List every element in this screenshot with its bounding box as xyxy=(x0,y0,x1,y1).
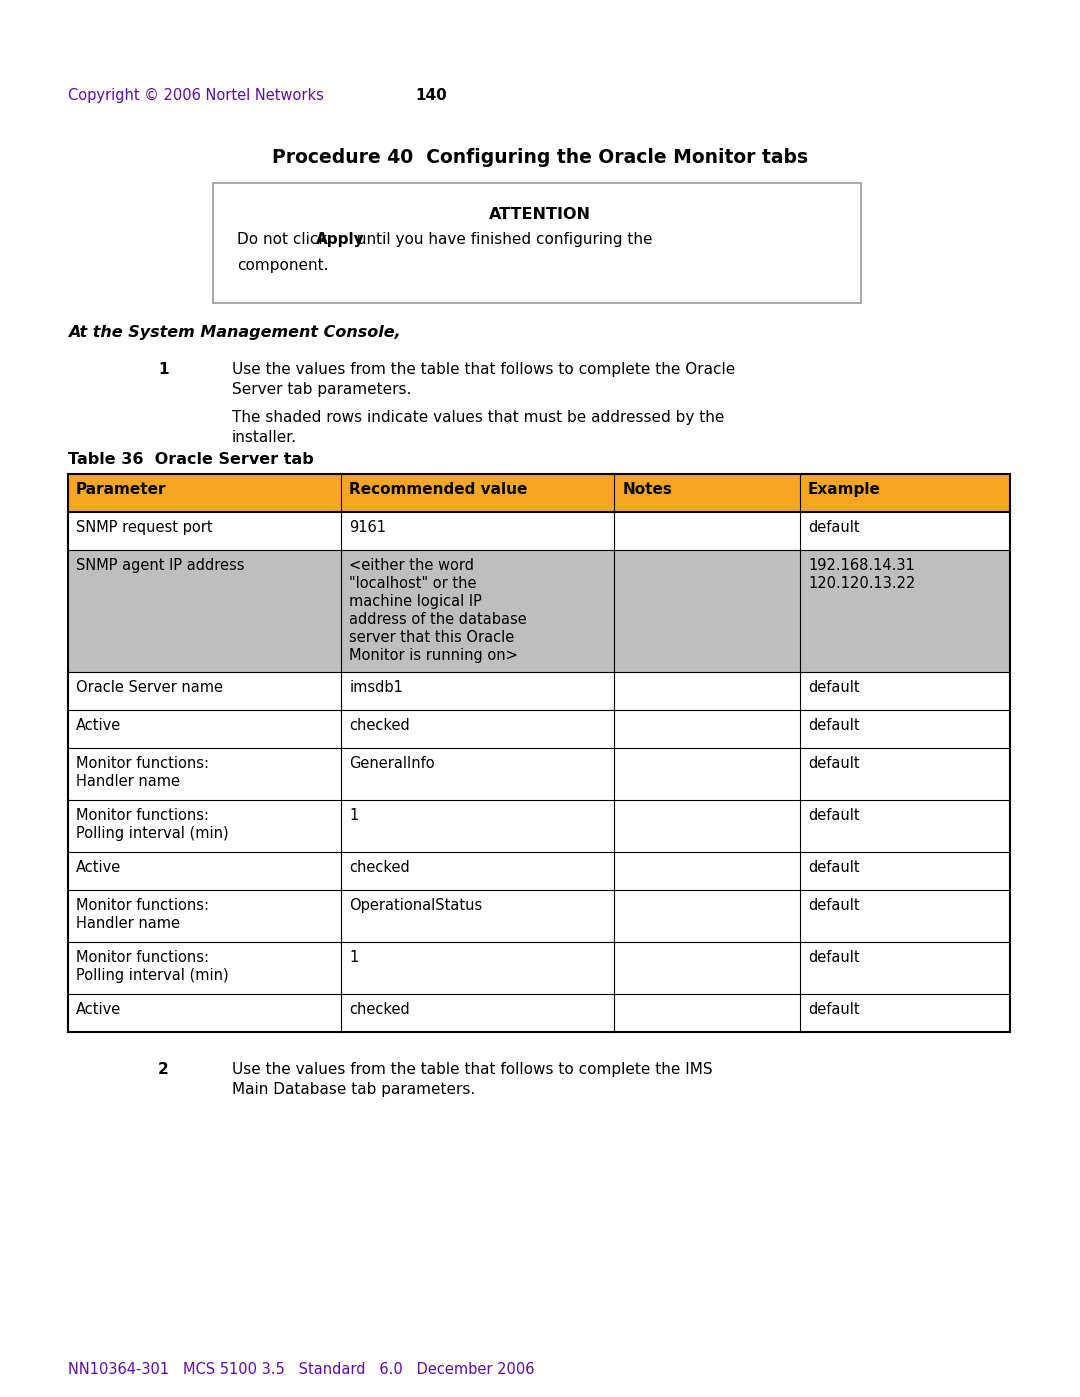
Bar xyxy=(213,183,861,303)
Text: ATTENTION: ATTENTION xyxy=(489,207,591,222)
Text: Use the values from the table that follows to complete the Oracle: Use the values from the table that follo… xyxy=(232,362,735,377)
Text: Use the values from the table that follows to complete the IMS: Use the values from the table that follo… xyxy=(232,1062,713,1077)
Bar xyxy=(68,942,1010,995)
Text: Active: Active xyxy=(76,718,121,733)
Text: component.: component. xyxy=(237,258,328,272)
Text: default: default xyxy=(808,680,860,694)
Text: installer.: installer. xyxy=(232,430,297,446)
Text: default: default xyxy=(808,950,860,965)
Text: Monitor is running on>: Monitor is running on> xyxy=(349,648,518,664)
Text: Apply: Apply xyxy=(316,232,365,247)
Text: NN10364-301   MCS 5100 3.5   Standard   6.0   December 2006: NN10364-301 MCS 5100 3.5 Standard 6.0 De… xyxy=(68,1362,535,1377)
Text: Active: Active xyxy=(76,1002,121,1017)
Text: Monitor functions:: Monitor functions: xyxy=(76,950,210,965)
Bar xyxy=(68,747,1010,800)
Text: "localhost" or the: "localhost" or the xyxy=(349,576,476,591)
Text: until you have finished configuring the: until you have finished configuring the xyxy=(352,232,652,247)
Text: 120.120.13.22: 120.120.13.22 xyxy=(808,576,916,591)
Text: default: default xyxy=(808,520,860,535)
Text: checked: checked xyxy=(349,1002,410,1017)
Bar xyxy=(68,995,1010,1032)
Text: Polling interval (min): Polling interval (min) xyxy=(76,826,229,841)
Text: SNMP agent IP address: SNMP agent IP address xyxy=(76,557,244,573)
Text: checked: checked xyxy=(349,861,410,875)
Text: SNMP request port: SNMP request port xyxy=(76,520,213,535)
Text: default: default xyxy=(808,1002,860,1017)
Text: 2: 2 xyxy=(158,1062,168,1077)
Text: Recommended value: Recommended value xyxy=(349,482,528,497)
Text: imsdb1: imsdb1 xyxy=(349,680,403,694)
Text: OperationalStatus: OperationalStatus xyxy=(349,898,483,914)
Text: Do not click: Do not click xyxy=(237,232,333,247)
Text: Example: Example xyxy=(808,482,881,497)
Text: 9161: 9161 xyxy=(349,520,387,535)
Text: Monitor functions:: Monitor functions: xyxy=(76,807,210,823)
Text: server that this Oracle: server that this Oracle xyxy=(349,630,514,645)
Bar xyxy=(68,474,1010,511)
Text: GeneralInfo: GeneralInfo xyxy=(349,756,435,771)
Text: Server tab parameters.: Server tab parameters. xyxy=(232,381,411,397)
Text: Notes: Notes xyxy=(622,482,673,497)
Text: 1: 1 xyxy=(349,807,359,823)
Text: default: default xyxy=(808,756,860,771)
Text: Parameter: Parameter xyxy=(76,482,166,497)
Text: 1: 1 xyxy=(349,950,359,965)
Text: machine logical IP: machine logical IP xyxy=(349,594,482,609)
Text: The shaded rows indicate values that must be addressed by the: The shaded rows indicate values that mus… xyxy=(232,409,725,425)
Text: At the System Management Console,: At the System Management Console, xyxy=(68,326,401,339)
Text: Table 36  Oracle Server tab: Table 36 Oracle Server tab xyxy=(68,453,314,467)
Bar xyxy=(68,852,1010,890)
Text: default: default xyxy=(808,898,860,914)
Text: Active: Active xyxy=(76,861,121,875)
Text: Oracle Server name: Oracle Server name xyxy=(76,680,222,694)
Text: Monitor functions:: Monitor functions: xyxy=(76,756,210,771)
Text: default: default xyxy=(808,861,860,875)
Text: Monitor functions:: Monitor functions: xyxy=(76,898,210,914)
Text: Handler name: Handler name xyxy=(76,774,180,789)
Text: checked: checked xyxy=(349,718,410,733)
Text: address of the database: address of the database xyxy=(349,612,527,627)
Text: <either the word: <either the word xyxy=(349,557,474,573)
Text: Copyright © 2006 Nortel Networks: Copyright © 2006 Nortel Networks xyxy=(68,88,324,103)
Text: 140: 140 xyxy=(415,88,447,103)
Bar xyxy=(68,890,1010,942)
Bar xyxy=(68,800,1010,852)
Text: default: default xyxy=(808,718,860,733)
Bar xyxy=(68,550,1010,672)
Bar xyxy=(68,710,1010,747)
Text: Handler name: Handler name xyxy=(76,916,180,930)
Text: Procedure 40  Configuring the Oracle Monitor tabs: Procedure 40 Configuring the Oracle Moni… xyxy=(272,148,808,168)
Text: 192.168.14.31: 192.168.14.31 xyxy=(808,557,915,573)
Text: Main Database tab parameters.: Main Database tab parameters. xyxy=(232,1083,475,1097)
Text: default: default xyxy=(808,807,860,823)
Bar xyxy=(68,511,1010,550)
Bar xyxy=(68,672,1010,710)
Text: Polling interval (min): Polling interval (min) xyxy=(76,968,229,983)
Text: 1: 1 xyxy=(158,362,168,377)
